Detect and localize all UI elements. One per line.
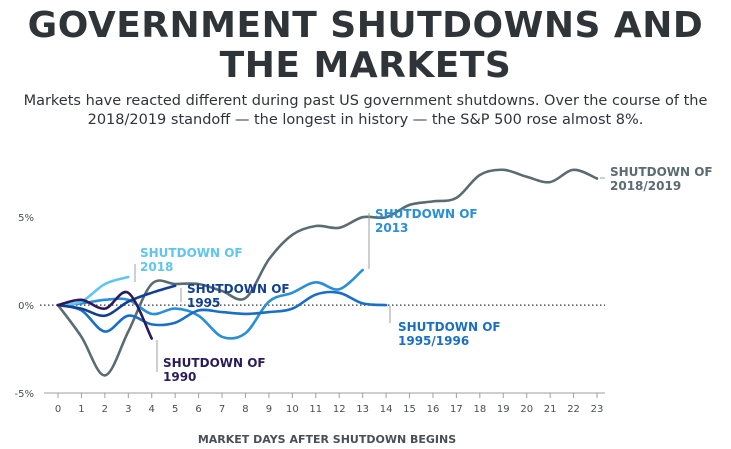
x-tick-label: 2 xyxy=(102,404,108,415)
x-tick-label: 18 xyxy=(473,404,486,415)
x-tick-label: 9 xyxy=(266,404,272,415)
annotation-label-1: SHUTDOWN OF xyxy=(375,207,478,221)
series-line-3 xyxy=(56,275,130,307)
y-tick-label: 0% xyxy=(18,301,34,312)
x-tick-label: 13 xyxy=(356,404,369,415)
y-tick-label: 5% xyxy=(18,213,34,224)
annotation-label-5: SHUTDOWN OF xyxy=(163,356,266,370)
annotation-label-3: SHUTDOWN OF xyxy=(140,246,243,260)
annotation-label-3: 2018 xyxy=(140,260,173,274)
series-line-0 xyxy=(56,168,599,377)
annotation-label-4: SHUTDOWN OF xyxy=(187,282,290,296)
annotation-label-2: SHUTDOWN OF xyxy=(398,320,501,334)
x-tick-label: 3 xyxy=(125,404,131,415)
chart-title: GOVERNMENT SHUTDOWNS AND THE MARKETS xyxy=(27,5,704,86)
x-tick-label: 0 xyxy=(55,404,61,415)
annotation-label-5: 1990 xyxy=(163,370,196,384)
x-tick-label: 19 xyxy=(497,404,510,415)
x-tick-label: 1 xyxy=(78,404,84,415)
annotation-label-4: 1995 xyxy=(187,296,220,310)
x-tick-label: 16 xyxy=(427,404,440,415)
x-tick-label: 21 xyxy=(544,404,557,415)
series-line-4 xyxy=(56,284,177,318)
y-tick-label: -5% xyxy=(15,389,34,400)
x-tick-label: 8 xyxy=(242,404,248,415)
annotation-label-2: 1995/1996 xyxy=(398,334,469,348)
chart-subtitle: Markets have reacted different during pa… xyxy=(23,93,708,128)
x-tick-label: 7 xyxy=(219,404,225,415)
series-line-2 xyxy=(56,290,388,333)
series-line-1 xyxy=(56,268,364,340)
x-tick-label: 23 xyxy=(591,404,604,415)
x-tick-label: 4 xyxy=(149,404,155,415)
x-tick-label: 5 xyxy=(172,404,178,415)
x-tick-label: 20 xyxy=(520,404,533,415)
x-tick-label: 6 xyxy=(195,404,201,415)
x-tick-label: 10 xyxy=(286,404,299,415)
annotation-label-0: 2018/2019 xyxy=(610,179,681,193)
x-tick-label: 15 xyxy=(403,404,416,415)
x-axis-label: MARKET DAYS AFTER SHUTDOWN BEGINS xyxy=(198,433,456,446)
x-tick-label: 22 xyxy=(567,404,580,415)
x-tick-label: 17 xyxy=(450,404,463,415)
x-tick-label: 11 xyxy=(309,404,322,415)
x-tick-label: 12 xyxy=(333,404,346,415)
series-line-5 xyxy=(56,290,153,340)
annotation-label-1: 2013 xyxy=(375,221,408,235)
annotation-label-0: SHUTDOWN OF xyxy=(610,165,713,179)
x-tick-label: 14 xyxy=(380,404,393,415)
